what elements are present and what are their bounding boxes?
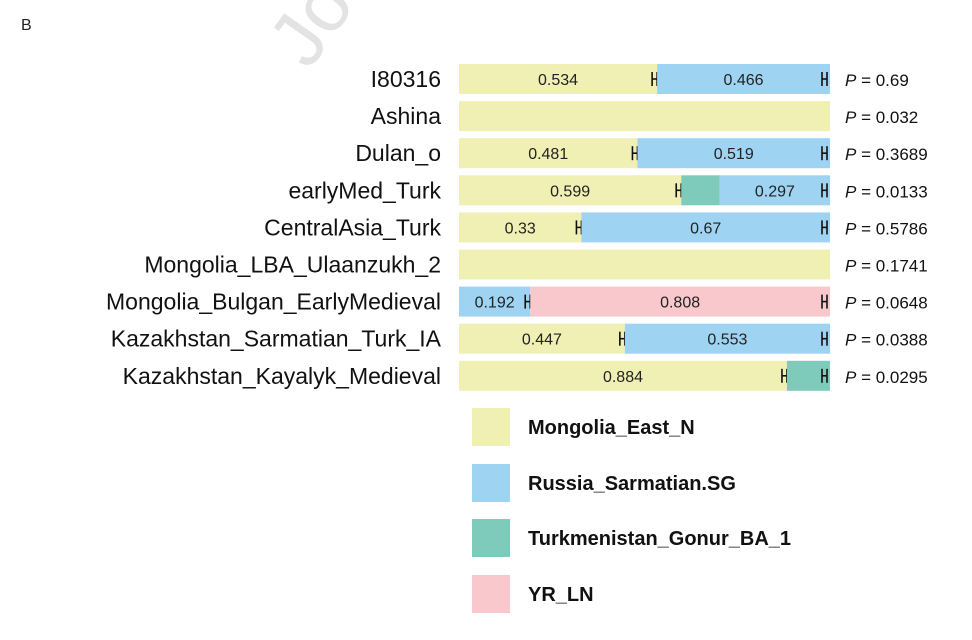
bar-segment <box>581 212 830 243</box>
p-symbol: P <box>845 257 857 276</box>
data-label: 0.884 <box>603 369 643 386</box>
p-symbol: P <box>845 71 857 90</box>
category-label: Mongolia_LBA_Ulaanzukh_2 <box>144 252 441 278</box>
legend-item-turkmenistan-gonur-ba-1: Turkmenistan_Gonur_BA_1 <box>472 519 872 559</box>
p-number: = 0.0133 <box>856 182 927 201</box>
data-label: 0.297 <box>755 183 795 200</box>
legend-item-mongolia-east-n: Mongolia_East_N <box>472 408 872 448</box>
p-value: P = 0.0133 <box>845 182 928 201</box>
legend-item-russia-sarmatian-sg: Russia_Sarmatian.SG <box>472 464 872 504</box>
bar-segment <box>637 138 830 169</box>
bar-segment <box>459 175 682 206</box>
p-symbol: P <box>845 294 857 313</box>
category-label: Dulan_o <box>355 140 441 166</box>
bar-segment <box>459 138 638 169</box>
category-label: Ashina <box>371 103 442 129</box>
panel-letter: B <box>21 17 32 34</box>
p-symbol: P <box>845 368 857 387</box>
category-label: CentralAsia_Turk <box>264 214 441 240</box>
bar-segment <box>459 249 830 280</box>
data-label: 0.534 <box>538 72 578 89</box>
data-label: 0.553 <box>707 332 747 349</box>
p-symbol: P <box>845 108 857 127</box>
legend-label: YR_LN <box>528 584 594 606</box>
bar-segment <box>459 64 658 94</box>
category-label: Kazakhstan_Kayalyk_Medieval <box>123 363 441 389</box>
bar-segment <box>681 175 720 206</box>
data-label: 0.481 <box>528 146 568 163</box>
p-number: = 0.5786 <box>856 219 927 238</box>
p-symbol: P <box>845 219 857 238</box>
legend-label: Russia_Sarmatian.SG <box>528 473 736 495</box>
p-value: P = 0.1741 <box>845 257 928 276</box>
p-number: = 0.3689 <box>856 145 927 164</box>
p-number: = 0.0648 <box>856 294 927 313</box>
bar-segment <box>459 323 625 354</box>
bar-segment <box>459 286 531 317</box>
legend-swatch <box>472 464 510 502</box>
category-label: I80316 <box>371 66 441 92</box>
legend-swatch <box>472 408 510 446</box>
legend-swatch <box>472 575 510 613</box>
data-label: 0.447 <box>522 332 562 349</box>
bar-segment <box>530 286 830 317</box>
category-label: Mongolia_Bulgan_EarlyMedieval <box>106 289 441 315</box>
p-number: = 0.69 <box>856 71 908 90</box>
p-value: P = 0.0295 <box>845 368 928 387</box>
bar-segment <box>459 360 787 391</box>
p-symbol: P <box>845 182 857 201</box>
p-value: P = 0.3689 <box>845 145 928 164</box>
bar-segment <box>657 64 830 94</box>
legend-label: Turkmenistan_Gonur_BA_1 <box>528 528 792 550</box>
category-label: Kazakhstan_Sarmatian_Turk_IA <box>111 326 442 352</box>
data-label: 0.599 <box>550 183 590 200</box>
p-symbol: P <box>845 145 857 164</box>
p-value: P = 0.69 <box>845 71 909 90</box>
bar-segment <box>719 175 830 206</box>
legend-label: Mongolia_East_N <box>528 417 695 439</box>
data-label: 0.808 <box>660 295 700 312</box>
legend-swatch <box>472 519 510 557</box>
data-label: 0.67 <box>690 220 721 237</box>
bar-segment <box>624 323 830 354</box>
data-label: 0.519 <box>714 146 754 163</box>
p-number: = 0.032 <box>856 108 918 127</box>
data-label: 0.466 <box>724 72 764 89</box>
p-symbol: P <box>845 331 857 350</box>
category-label: earlyMed_Turk <box>288 177 441 203</box>
p-value: P = 0.0388 <box>845 331 928 350</box>
bar-segment <box>459 101 830 132</box>
p-number: = 0.0295 <box>856 368 927 387</box>
data-label: 0.192 <box>475 295 515 312</box>
data-label: 0.33 <box>505 220 536 237</box>
legend-item-yr-ln: YR_LN <box>472 575 872 615</box>
p-number: = 0.0388 <box>856 331 927 350</box>
p-number: = 0.1741 <box>856 257 927 276</box>
bar-segment <box>459 212 582 243</box>
p-value: P = 0.0648 <box>845 294 928 313</box>
p-value: P = 0.5786 <box>845 219 928 238</box>
p-value: P = 0.032 <box>845 108 918 127</box>
